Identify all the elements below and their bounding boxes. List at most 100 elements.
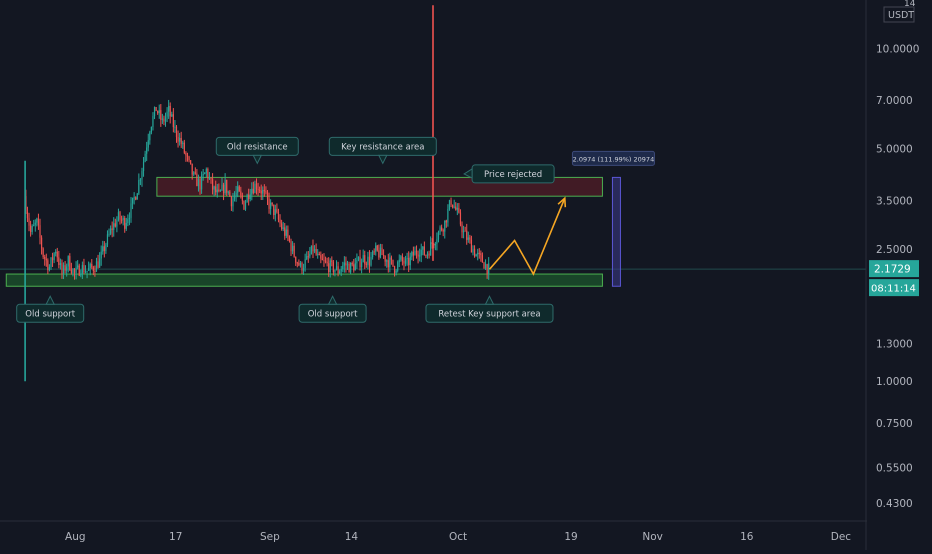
- candle-body: [337, 266, 339, 274]
- callout-old-resistance-pointer: [252, 154, 263, 165]
- candle-body: [356, 259, 358, 264]
- candle-body: [59, 263, 62, 265]
- candle-body: [34, 222, 36, 225]
- candle-body: [182, 142, 184, 144]
- candle-body: [461, 224, 463, 233]
- candle-body: [117, 212, 120, 221]
- candle-body: [262, 189, 264, 194]
- time-tick-label: 17: [169, 531, 182, 543]
- candle-body: [238, 186, 240, 192]
- candle-body: [36, 218, 38, 223]
- candle-body: [370, 257, 372, 266]
- candle-body: [100, 251, 102, 259]
- candle-body: [386, 260, 388, 262]
- candle-body: [345, 262, 347, 266]
- candle-body: [483, 262, 485, 269]
- candle-body: [351, 262, 353, 265]
- candle-body: [138, 180, 140, 194]
- candle-body: [408, 258, 410, 266]
- candle-body: [291, 245, 294, 252]
- candle-body: [364, 255, 366, 264]
- candle-body: [285, 229, 287, 236]
- candle-body: [447, 209, 449, 223]
- candle-body: [246, 194, 248, 203]
- callout-old-support-1-text: Old support: [25, 309, 75, 319]
- candle-body: [48, 267, 51, 271]
- candle-body: [265, 191, 267, 193]
- candle-body: [456, 207, 458, 210]
- candle-body: [464, 230, 466, 232]
- time-tick-label: 14: [345, 531, 359, 543]
- candle-body: [268, 198, 270, 209]
- candle-body: [295, 256, 297, 263]
- candle-body: [116, 220, 118, 227]
- candle-body: [205, 169, 207, 173]
- candle-body: [444, 220, 446, 232]
- candle-body: [183, 142, 185, 153]
- candle-body: [208, 177, 211, 179]
- price-tick-label: 7.0000: [876, 95, 913, 107]
- callout-old-support-2-text: Old support: [308, 309, 358, 319]
- candle-body: [179, 138, 181, 142]
- candle-body: [186, 155, 189, 157]
- candle-body: [172, 114, 174, 128]
- candle-body: [309, 253, 311, 257]
- candle-body: [328, 263, 330, 273]
- candle-body: [357, 256, 360, 260]
- candle-body: [139, 179, 142, 181]
- candle-body: [219, 190, 222, 192]
- candle-body: [157, 111, 159, 114]
- candle-body: [430, 242, 432, 256]
- candle-body: [326, 261, 328, 264]
- candle-body: [470, 239, 473, 253]
- candle-body: [158, 110, 160, 114]
- candle-body: [99, 258, 101, 268]
- unit-label: USDT: [888, 10, 914, 21]
- price-tick-label: 0.5500: [876, 463, 913, 475]
- candle-body: [61, 263, 63, 274]
- time-tick-label: Dec: [831, 531, 852, 543]
- candle-body: [376, 245, 378, 251]
- candle-body: [425, 255, 427, 257]
- candle-body: [296, 262, 298, 264]
- candle-body: [200, 175, 203, 190]
- candle-body: [95, 261, 98, 272]
- price-axis[interactable]: 10.0000 7.0000 5.0000 3.5000 2.5000 1.3000 1.0…: [867, 0, 932, 550]
- candle-body: [329, 260, 331, 273]
- candle-body: [113, 223, 115, 230]
- candle-body: [114, 223, 116, 227]
- price-tick-label: 0.7500: [876, 418, 913, 430]
- candle-body: [141, 171, 143, 180]
- candle-body: [315, 248, 317, 255]
- candle-body: [339, 271, 341, 274]
- candle-body: [313, 248, 316, 252]
- candle-body: [472, 248, 474, 253]
- zones-layer: [5, 176, 603, 287]
- candle-body: [177, 136, 179, 142]
- callout-price-rejected-pointer: [463, 168, 473, 179]
- candle-body: [142, 161, 145, 172]
- time-axis[interactable]: Aug 17 Sep 14 Oct 19 Nov 16 Dec: [65, 531, 851, 543]
- candle-body: [414, 250, 416, 256]
- candle-body: [120, 219, 123, 221]
- candle-body: [395, 270, 397, 273]
- candle-body: [251, 188, 253, 195]
- candle-body: [332, 261, 334, 273]
- candle-body: [185, 152, 187, 156]
- candle-body: [365, 263, 367, 265]
- candle-body: [423, 246, 425, 256]
- candle-body: [397, 262, 399, 271]
- candle-body: [270, 202, 272, 209]
- candle-body: [475, 254, 477, 257]
- candle-body: [125, 223, 127, 229]
- candle-body: [354, 263, 356, 271]
- candle-body: [439, 227, 441, 232]
- candle-body: [153, 107, 156, 117]
- candle-body: [163, 118, 165, 122]
- candle-body: [106, 234, 109, 245]
- candle-body: [277, 212, 280, 220]
- time-tick-label: Oct: [449, 531, 467, 543]
- candle-body: [273, 204, 275, 216]
